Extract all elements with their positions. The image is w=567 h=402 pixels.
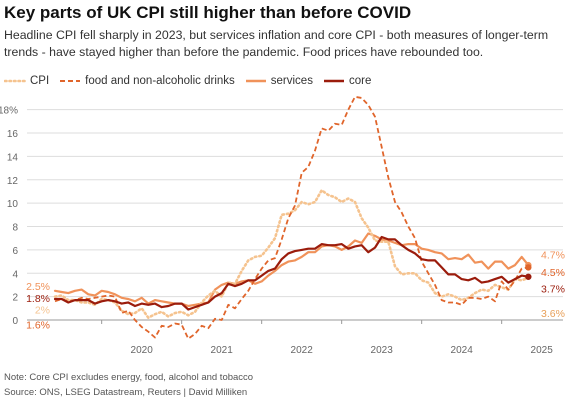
end-label-core: 3.7% (541, 283, 565, 295)
end-marker-food (525, 264, 532, 271)
legend-item-services: services (245, 75, 313, 87)
legend: CPI food and non-alcoholic drinks servic… (4, 73, 381, 89)
legend-swatch-core (323, 79, 344, 83)
legend-item-cpi: CPI (4, 75, 49, 87)
legend-swatch-services (245, 79, 266, 83)
y-tick-label-0: 0 (12, 316, 18, 327)
y-tick-label-16: 16 (7, 129, 19, 140)
x-tick-label-2023: 2023 (371, 345, 394, 356)
legend-item-food: food and non-alcoholic drinks (59, 75, 235, 87)
end-label-food: 4.5% (541, 267, 565, 279)
start-label-food: 1.6% (26, 320, 50, 332)
end-marker-core (525, 273, 532, 280)
end-label-services: 4.7% (541, 250, 565, 262)
x-tick-label-2025: 2025 (531, 345, 554, 356)
start-label-services: 2.5% (26, 281, 50, 293)
x-tick-label-2022: 2022 (291, 345, 314, 356)
y-tick-label-4: 4 (12, 269, 18, 280)
y-tick-label-12: 12 (7, 176, 19, 187)
legend-item-core: core (323, 75, 371, 87)
end-label-cpi: 3.6% (541, 308, 565, 320)
legend-label-core: core (348, 75, 372, 87)
series-line-food (54, 95, 529, 340)
footnote: Note: Core CPI excludes energy, food, al… (4, 372, 254, 383)
start-label-cpi: 2% (35, 304, 50, 316)
series-line-cpi (53, 189, 530, 319)
legend-label-services: services (270, 75, 313, 87)
chart-title: Key parts of UK CPI still higher than be… (4, 3, 412, 22)
legend-label-food: food and non-alcoholic drinks (85, 75, 235, 87)
legend-label-cpi: CPI (30, 75, 50, 87)
y-tick-label-18: 18% (0, 106, 18, 117)
y-tick-label-8: 8 (12, 223, 18, 234)
legend-swatch-food (60, 80, 81, 82)
chart-subtitle: Headline CPI fell sharply in 2023, but s… (4, 28, 549, 59)
series-line-core (53, 235, 530, 311)
y-tick-label-14: 14 (7, 152, 19, 163)
x-tick-label-2020: 2020 (131, 345, 154, 356)
source-credit: Source: ONS, LSEG Datastream, Reuters | … (4, 387, 248, 398)
y-tick-label-10: 10 (7, 199, 19, 210)
line-chart: 0 2 4 6 8 10 12 14 16 18% 2020 2021 2022 2023 2024 2025… (0, 95, 565, 356)
series-line-services (53, 232, 530, 308)
y-tick-label-6: 6 (12, 246, 18, 257)
x-tick-label-2024: 2024 (451, 345, 474, 356)
x-tick-label-2021: 2021 (211, 345, 234, 356)
legend-swatch-cpi (4, 79, 26, 83)
start-label-core: 1.8% (26, 293, 50, 305)
y-tick-label-2: 2 (12, 293, 18, 304)
